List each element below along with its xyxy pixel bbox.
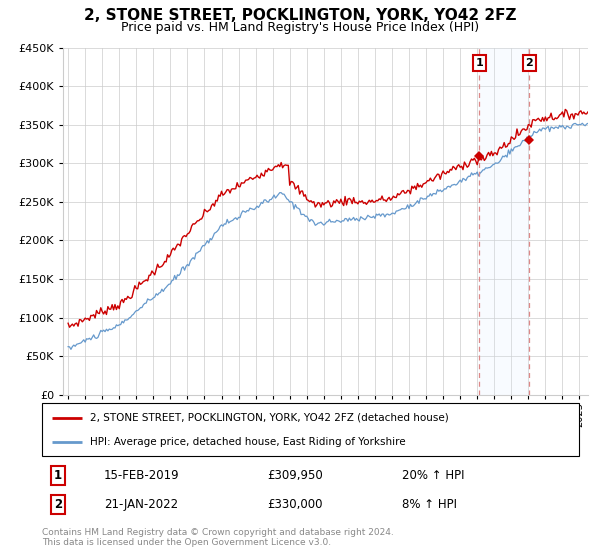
Text: £309,950: £309,950 [268, 469, 323, 482]
Text: £330,000: £330,000 [268, 498, 323, 511]
Text: Contains HM Land Registry data © Crown copyright and database right 2024.
This d: Contains HM Land Registry data © Crown c… [42, 528, 394, 547]
Text: 15-FEB-2019: 15-FEB-2019 [104, 469, 179, 482]
Text: 8% ↑ HPI: 8% ↑ HPI [402, 498, 457, 511]
Text: 2: 2 [526, 58, 533, 68]
Text: HPI: Average price, detached house, East Riding of Yorkshire: HPI: Average price, detached house, East… [91, 437, 406, 447]
Text: 1: 1 [475, 58, 483, 68]
Bar [479, 48, 529, 395]
Text: 21-JAN-2022: 21-JAN-2022 [104, 498, 178, 511]
FancyBboxPatch shape [42, 403, 579, 456]
Text: 2, STONE STREET, POCKLINGTON, YORK, YO42 2FZ (detached house): 2, STONE STREET, POCKLINGTON, YORK, YO42… [91, 413, 449, 423]
Text: 1: 1 [54, 469, 62, 482]
Text: 2, STONE STREET, POCKLINGTON, YORK, YO42 2FZ: 2, STONE STREET, POCKLINGTON, YORK, YO42… [84, 8, 516, 24]
Text: 20% ↑ HPI: 20% ↑ HPI [402, 469, 464, 482]
Text: 2: 2 [54, 498, 62, 511]
Text: Price paid vs. HM Land Registry's House Price Index (HPI): Price paid vs. HM Land Registry's House … [121, 21, 479, 34]
